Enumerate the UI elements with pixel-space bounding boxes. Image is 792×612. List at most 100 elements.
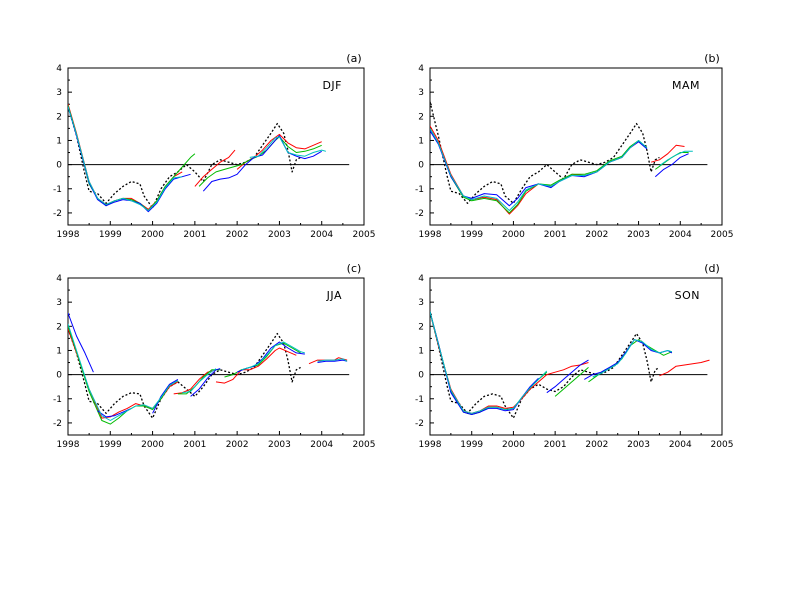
panel-label: (a) bbox=[346, 52, 361, 65]
y-tick-label: 1 bbox=[418, 346, 424, 356]
series-line-segment bbox=[659, 150, 693, 167]
series-line-2 bbox=[68, 105, 322, 211]
series-line-segment bbox=[68, 105, 196, 211]
series-line-4 bbox=[430, 311, 673, 414]
series-line-segment bbox=[194, 149, 236, 187]
series-line-2 bbox=[430, 128, 689, 214]
x-tick-label: 2003 bbox=[268, 230, 291, 240]
series-line-4 bbox=[68, 106, 327, 211]
y-tick-label: 4 bbox=[56, 274, 62, 284]
series-line-segment bbox=[430, 311, 548, 414]
series-line-segment bbox=[68, 106, 183, 211]
series-line-segment bbox=[97, 407, 132, 418]
series-line-segment bbox=[592, 339, 673, 378]
x-tick-label: 2003 bbox=[627, 230, 650, 240]
series-line-3 bbox=[430, 311, 673, 415]
x-tick-label: 1999 bbox=[460, 440, 483, 450]
y-tick-label: 0 bbox=[56, 161, 62, 171]
y-tick-label: 2 bbox=[56, 322, 62, 332]
y-tick-label: -1 bbox=[53, 395, 62, 405]
y-tick-label: 4 bbox=[418, 64, 424, 74]
y-tick-label: -1 bbox=[415, 185, 424, 195]
y-tick-label: -2 bbox=[53, 209, 62, 219]
x-tick-label: 2002 bbox=[226, 440, 249, 450]
series-line-4 bbox=[68, 323, 348, 421]
y-tick-label: -2 bbox=[53, 419, 62, 429]
y-tick-label: -2 bbox=[415, 209, 424, 219]
x-tick-label: 1999 bbox=[99, 230, 122, 240]
y-tick-label: 0 bbox=[418, 371, 424, 381]
y-tick-label: 1 bbox=[56, 136, 62, 146]
x-tick-label: 2001 bbox=[183, 230, 206, 240]
chart-panel-3: 1998 1999 2000 2001 2002 2003 2004 2005 -2 -1 0 1 2 3… bbox=[53, 262, 375, 450]
series-line-segment bbox=[430, 128, 648, 211]
x-tick-label: 2004 bbox=[669, 440, 692, 450]
series-line-segment bbox=[554, 367, 589, 397]
y-tick-label: 3 bbox=[56, 88, 62, 98]
x-tick-label: 2001 bbox=[183, 440, 206, 450]
series-line-segment bbox=[650, 144, 685, 163]
series-line-segment bbox=[68, 328, 301, 419]
x-tick-label: 1998 bbox=[419, 440, 442, 450]
y-tick-label: 0 bbox=[56, 371, 62, 381]
x-tick-label: 2000 bbox=[502, 230, 525, 240]
x-tick-label: 2005 bbox=[711, 230, 734, 240]
season-label: MAM bbox=[672, 79, 700, 92]
series-line-segment bbox=[317, 358, 348, 362]
x-tick-label: 1998 bbox=[419, 230, 442, 240]
x-tick-label: 2004 bbox=[669, 230, 692, 240]
series-line-segment bbox=[190, 368, 221, 397]
series-line-1 bbox=[430, 125, 685, 215]
series-line-segment bbox=[68, 106, 191, 213]
plot-frame bbox=[67, 277, 365, 436]
x-tick-label: 2005 bbox=[353, 440, 376, 450]
x-tick-label: 2003 bbox=[268, 440, 291, 450]
y-tick-label: 3 bbox=[418, 88, 424, 98]
series-line-segment bbox=[317, 359, 348, 363]
y-tick-label: 3 bbox=[418, 298, 424, 308]
series-line-segment bbox=[546, 359, 589, 394]
series-line-segment bbox=[430, 311, 660, 419]
x-tick-label: 2000 bbox=[141, 230, 164, 240]
x-tick-label: 2002 bbox=[585, 440, 608, 450]
series-line-3 bbox=[68, 312, 348, 418]
series-line-3 bbox=[68, 106, 322, 213]
y-tick-label: -2 bbox=[415, 419, 424, 429]
chart-panel-2: 1998 1999 2000 2001 2002 2003 2004 2005 -2 -1 0 1 2 3… bbox=[415, 52, 733, 240]
series-line-segment bbox=[68, 106, 301, 209]
series-line-segment bbox=[249, 136, 327, 158]
x-tick-label: 2005 bbox=[353, 230, 376, 240]
x-tick-label: 2001 bbox=[544, 440, 567, 450]
series-line-segment bbox=[182, 368, 217, 394]
x-tick-label: 2004 bbox=[310, 440, 333, 450]
series-observed bbox=[430, 101, 660, 204]
series-line-2 bbox=[430, 311, 673, 415]
series-line-1 bbox=[430, 311, 710, 414]
y-tick-label: -1 bbox=[415, 395, 424, 405]
y-tick-label: 0 bbox=[418, 161, 424, 171]
series-line-segment bbox=[198, 136, 322, 187]
series-line-segment bbox=[202, 135, 322, 192]
y-tick-label: 4 bbox=[56, 64, 62, 74]
series-line-segment bbox=[241, 341, 305, 371]
x-tick-label: 2004 bbox=[310, 230, 333, 240]
x-tick-label: 2000 bbox=[141, 440, 164, 450]
panel-label: (b) bbox=[704, 52, 720, 65]
series-observed bbox=[430, 311, 660, 419]
x-tick-label: 1998 bbox=[57, 230, 80, 240]
x-tick-label: 1998 bbox=[57, 440, 80, 450]
y-tick-label: 2 bbox=[418, 112, 424, 122]
y-tick-label: 1 bbox=[418, 136, 424, 146]
y-tick-label: 4 bbox=[418, 274, 424, 284]
season-label: DJF bbox=[322, 79, 342, 92]
chart-panel-4: 1998 1999 2000 2001 2002 2003 2004 2005 -2 -1 0 1 2 3… bbox=[415, 262, 733, 450]
y-tick-label: 1 bbox=[56, 346, 62, 356]
series-line-segment bbox=[430, 125, 648, 215]
season-label: JJA bbox=[326, 289, 342, 302]
series-line-segment bbox=[68, 312, 94, 373]
series-line-segment bbox=[430, 101, 660, 204]
series-observed bbox=[68, 328, 301, 419]
x-tick-label: 2002 bbox=[585, 230, 608, 240]
series-line-4 bbox=[430, 128, 693, 211]
